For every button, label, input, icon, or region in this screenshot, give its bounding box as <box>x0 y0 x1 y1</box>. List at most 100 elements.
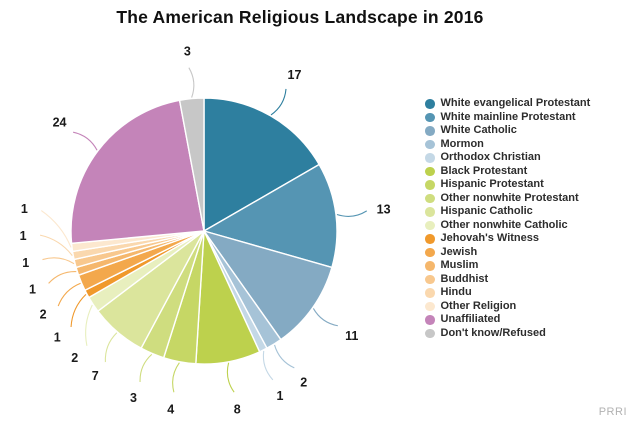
slice-value-label-7: 3 <box>130 391 137 405</box>
legend-label: White Catholic <box>440 124 517 137</box>
pie-slice-17 <box>178 97 205 232</box>
legend-label: Buddhist <box>440 272 489 285</box>
leader-line-9 <box>85 304 93 346</box>
legend-item-1: White mainline Protestant <box>425 111 590 125</box>
leader-line-12 <box>48 271 77 284</box>
legend-swatch-icon <box>425 274 435 284</box>
slice-value-label-6: 4 <box>167 402 174 416</box>
leader-line-17 <box>188 67 195 98</box>
legend-swatch-icon <box>425 112 435 122</box>
legend-label: Don't know/Refused <box>440 326 546 339</box>
legend-swatch-icon <box>425 328 435 338</box>
slice-value-label-10: 1 <box>54 330 61 344</box>
legend-item-8: Hispanic Catholic <box>425 205 590 219</box>
legend-item-14: Hindu <box>425 286 590 300</box>
legend-swatch-icon <box>425 301 435 311</box>
slice-value-label-0: 17 <box>288 68 302 82</box>
pie-slice-0 <box>203 97 320 232</box>
slice-value-label-12: 1 <box>29 282 36 296</box>
legend-swatch-icon <box>425 288 435 298</box>
leader-line-2 <box>312 308 338 327</box>
legend-item-15: Other Religion <box>425 300 590 314</box>
legend-label: Mormon <box>440 137 484 150</box>
slice-value-label-11: 2 <box>40 307 47 321</box>
legend-item-17: Don't know/Refused <box>425 327 590 341</box>
legend-label: Jewish <box>440 245 478 258</box>
slice-value-label-13: 1 <box>22 256 29 270</box>
source-watermark: PRRI <box>598 406 627 418</box>
legend-item-7: Other nonwhite Protestant <box>425 192 590 206</box>
legend-swatch-icon <box>425 315 435 325</box>
leader-line-10 <box>70 293 87 328</box>
legend-item-9: Other nonwhite Catholic <box>425 219 590 233</box>
leader-line-0 <box>270 88 287 116</box>
slice-value-label-17: 3 <box>184 44 191 58</box>
legend-label: Other Religion <box>440 299 517 312</box>
legend-label: Orthodox Christian <box>440 151 541 164</box>
slice-value-label-9: 2 <box>71 351 78 365</box>
legend-label: Hispanic Protestant <box>440 178 544 191</box>
leader-line-15 <box>40 210 72 248</box>
legend-item-0: White evangelical Protestant <box>425 97 590 111</box>
legend-label: Jehovah's Witness <box>440 232 540 245</box>
slice-value-label-3: 2 <box>300 376 307 390</box>
slice-value-label-16: 24 <box>53 115 67 129</box>
legend-label: Hindu <box>440 286 472 299</box>
slice-value-label-8: 7 <box>92 369 99 383</box>
legend-swatch-icon <box>425 220 435 230</box>
legend-item-2: White Catholic <box>425 124 590 138</box>
slice-value-label-2: 11 <box>345 329 358 343</box>
leader-line-16 <box>73 131 98 151</box>
legend-swatch-icon <box>425 193 435 203</box>
legend-label: Other nonwhite Protestant <box>440 191 579 204</box>
slice-value-label-14: 1 <box>20 229 27 243</box>
pie-slice-16 <box>70 99 205 244</box>
legend-label: Other nonwhite Catholic <box>440 218 568 231</box>
legend-item-10: Jehovah's Witness <box>425 232 590 246</box>
leader-line-1 <box>336 210 368 217</box>
leader-line-6 <box>172 362 180 393</box>
legend-swatch-icon <box>425 234 435 244</box>
slice-value-label-1: 13 <box>377 202 391 216</box>
legend-label: Unaffiliated <box>440 313 501 326</box>
pie-slice-1 <box>203 163 338 269</box>
legend-swatch-icon <box>425 261 435 271</box>
legend: White evangelical Protestant White mainli… <box>425 97 590 340</box>
legend-label: Muslim <box>440 259 479 272</box>
legend-item-3: Mormon <box>425 138 590 152</box>
legend-item-5: Black Protestant <box>425 165 590 179</box>
pie-slice-2 <box>203 230 333 341</box>
legend-swatch-icon <box>425 153 435 163</box>
legend-label: White evangelical Protestant <box>440 97 591 110</box>
legend-item-11: Jewish <box>425 246 590 260</box>
slice-value-label-15: 1 <box>21 202 28 216</box>
legend-label: White mainline Protestant <box>440 110 576 123</box>
legend-label: Black Protestant <box>440 164 528 177</box>
chart-title: The American Religious Landscape in 2016 <box>116 7 484 27</box>
legend-swatch-icon <box>425 180 435 190</box>
legend-swatch-icon <box>425 126 435 136</box>
leader-line-5 <box>226 362 235 393</box>
leader-line-7 <box>139 353 153 383</box>
legend-swatch-icon <box>425 207 435 217</box>
slice-value-label-5: 8 <box>234 402 241 416</box>
legend-item-4: Orthodox Christian <box>425 151 590 165</box>
slice-value-label-4: 1 <box>276 389 283 403</box>
legend-item-16: Unaffiliated <box>425 313 590 327</box>
leader-line-11 <box>57 282 81 307</box>
legend-label: Hispanic Catholic <box>440 205 533 218</box>
leader-line-14 <box>39 234 73 256</box>
leader-line-3 <box>274 344 295 369</box>
leader-line-8 <box>104 332 118 363</box>
legend-swatch-icon <box>425 166 435 176</box>
leader-line-4 <box>262 350 274 381</box>
legend-swatch-icon <box>425 99 435 109</box>
legend-swatch-icon <box>425 247 435 257</box>
legend-item-12: Muslim <box>425 259 590 273</box>
legend-item-6: Hispanic Protestant <box>425 178 590 192</box>
legend-swatch-icon <box>425 139 435 149</box>
leader-line-13 <box>42 257 75 265</box>
legend-item-13: Buddhist <box>425 273 590 287</box>
